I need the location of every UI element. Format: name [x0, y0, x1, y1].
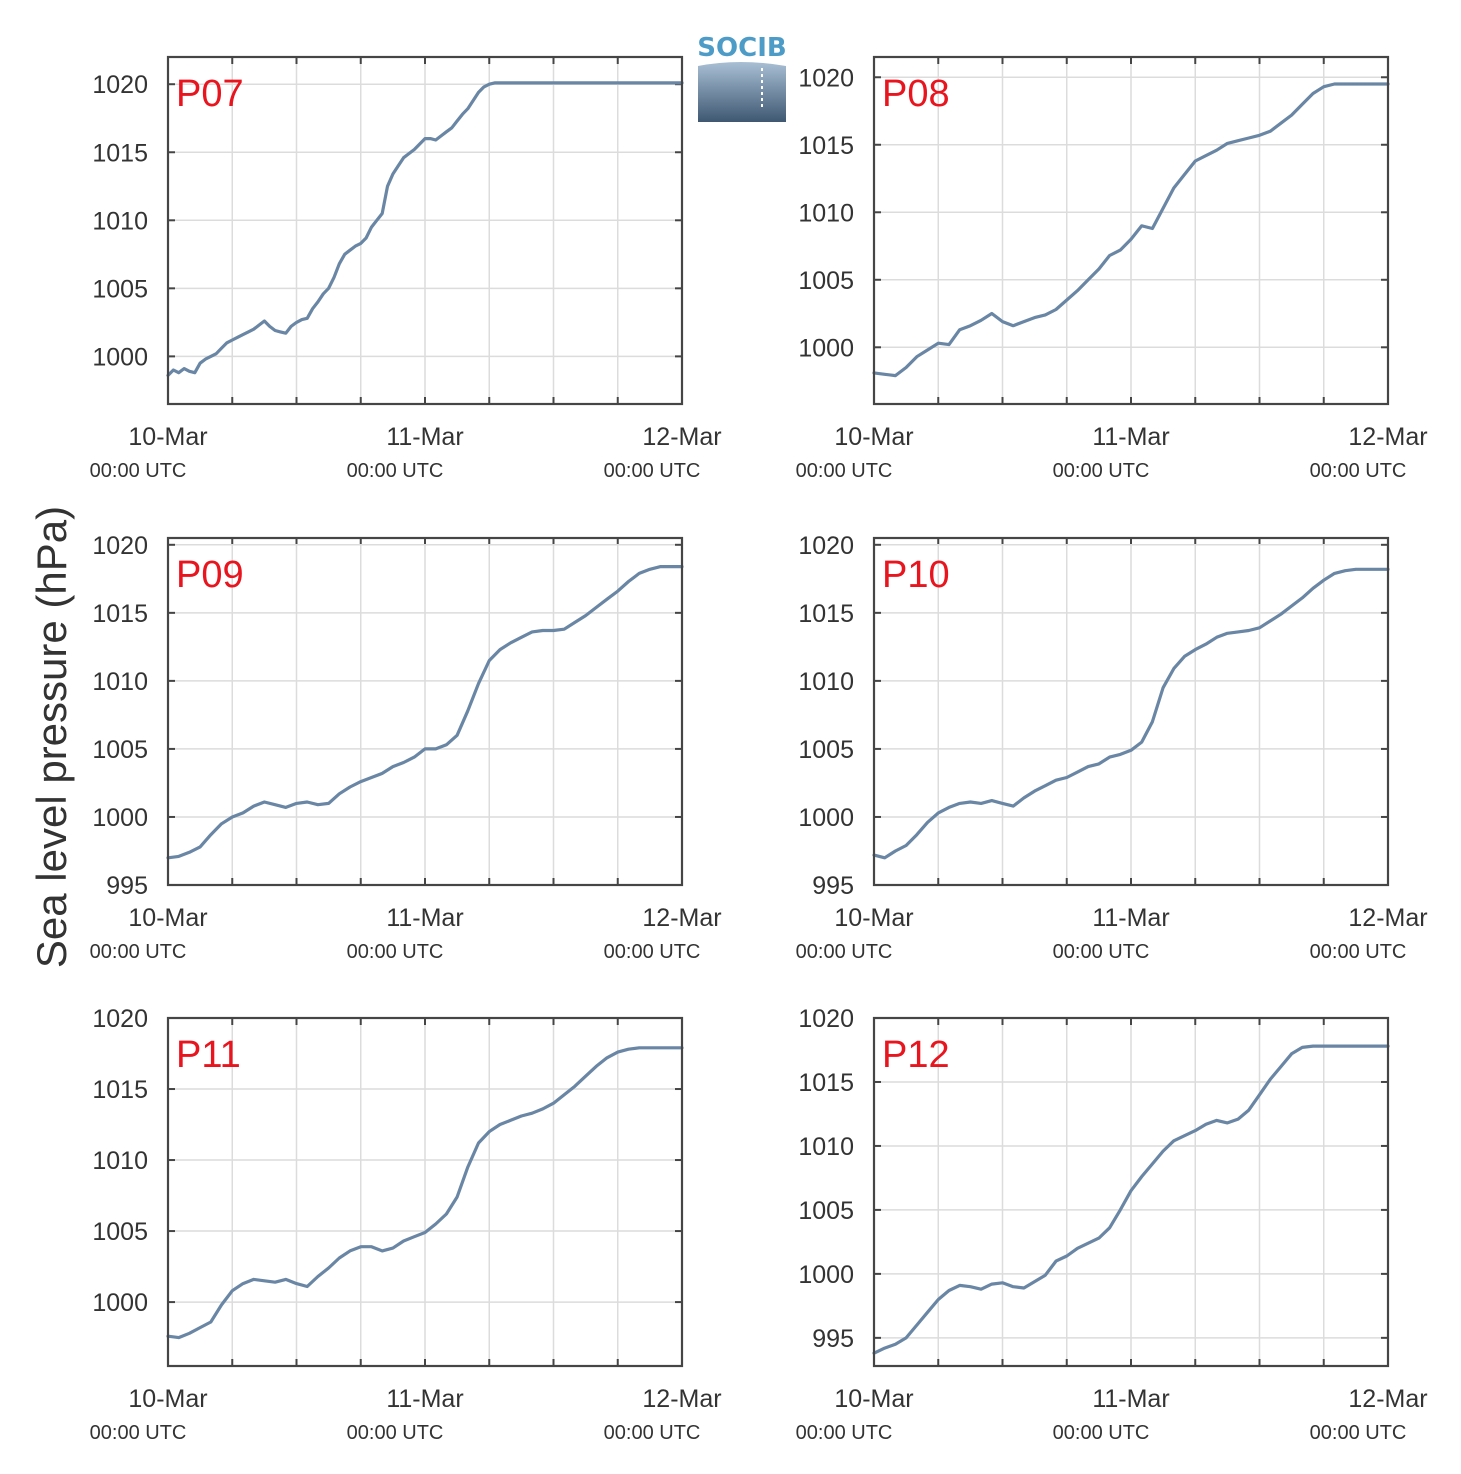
- chart-panel-p08: 1000 1005 1010 1015 1020 10-Mar 00:00 UTC 11-Ma…: [796, 55, 1428, 482]
- x-tick-label-date: 10-Mar: [834, 423, 913, 451]
- y-tick-label: 1000: [798, 1261, 854, 1289]
- x-tick-label-time: 00:00 UTC: [347, 1422, 444, 1444]
- series-line: [872, 1044, 1390, 1355]
- y-tick-label: 1010: [798, 1133, 854, 1161]
- y-tick-label: 1000: [92, 1289, 148, 1317]
- x-tick-label-date: 10-Mar: [834, 904, 913, 932]
- socib-logo: SOCIB: [697, 33, 787, 122]
- chart-panel-p11: 1000 1005 1010 1015 1020 10-Mar 00:00 UTC 11-Ma…: [90, 1005, 722, 1444]
- x-tick-label-date: 11-Mar: [386, 423, 463, 451]
- y-tick-label: 995: [812, 1325, 854, 1353]
- series-line: [872, 567, 1390, 860]
- y-tick-label: 1020: [92, 1005, 148, 1033]
- x-tick-label-time: 00:00 UTC: [90, 460, 187, 482]
- logo-text: SOCIB: [697, 33, 786, 63]
- x-tick-label-time: 00:00 UTC: [347, 941, 444, 963]
- y-tick-label: 1015: [92, 600, 148, 628]
- x-tick-label-time: 00:00 UTC: [604, 460, 701, 482]
- series-line: [872, 82, 1390, 378]
- y-tick-label: 1005: [92, 275, 148, 303]
- plot-frame: [166, 536, 684, 887]
- y-tick-label: 1010: [92, 668, 148, 696]
- panel-label: P11: [176, 1034, 241, 1076]
- plot-frame: [166, 55, 684, 406]
- x-tick-label-time: 00:00 UTC: [1053, 460, 1150, 482]
- y-tick-label: 1000: [92, 343, 148, 371]
- x-tick-label-date: 11-Mar: [386, 904, 463, 932]
- x-tick-label-date: 12-Mar: [642, 423, 721, 451]
- y-tick-label: 1020: [798, 1005, 854, 1033]
- y-tick-label: 1015: [92, 1076, 148, 1104]
- x-tick-label-time: 00:00 UTC: [796, 460, 893, 482]
- chart-panel-p12: 995 1000 1005 1010 1015 1020 10-Mar 00:00 UTC 11…: [796, 1005, 1428, 1444]
- x-tick-label-time: 00:00 UTC: [1310, 1422, 1407, 1444]
- y-tick-label: 995: [812, 872, 854, 900]
- y-tick-label: 1000: [92, 804, 148, 832]
- y-tick-label: 1005: [798, 736, 854, 764]
- y-tick-label: 1000: [798, 334, 854, 362]
- y-tick-label: 1010: [798, 199, 854, 227]
- chart-panel-p07: 1000 1005 1010 1015 1020 10-Mar 00:00 UTC 11-Ma…: [90, 55, 722, 482]
- series-line: [166, 81, 684, 377]
- x-tick-label-time: 00:00 UTC: [604, 1422, 701, 1444]
- panel-label: P10: [882, 554, 950, 596]
- plot-frame: [872, 55, 1390, 406]
- x-tick-label-date: 10-Mar: [128, 1385, 207, 1413]
- x-tick-label-time: 00:00 UTC: [796, 941, 893, 963]
- y-tick-label: 1005: [92, 1218, 148, 1246]
- x-tick-label-date: 12-Mar: [1348, 423, 1427, 451]
- y-tick-label: 1020: [798, 64, 854, 92]
- y-tick-label: 995: [106, 872, 148, 900]
- y-tick-label: 1020: [92, 71, 148, 99]
- x-tick-label-time: 00:00 UTC: [796, 1422, 893, 1444]
- x-tick-label-date: 12-Mar: [642, 904, 721, 932]
- chart-panel-p09: 995 1000 1005 1010 1015 1020 10-Mar 00:00 UTC 11…: [90, 532, 722, 963]
- panel-label: P07: [176, 73, 244, 115]
- x-tick-label-time: 00:00 UTC: [1053, 941, 1150, 963]
- y-tick-label: 1020: [798, 532, 854, 560]
- x-tick-label-date: 12-Mar: [1348, 904, 1427, 932]
- x-tick-label-date: 10-Mar: [128, 423, 207, 451]
- x-tick-label-time: 00:00 UTC: [90, 941, 187, 963]
- x-tick-label-time: 00:00 UTC: [1053, 1422, 1150, 1444]
- y-tick-label: 1015: [92, 139, 148, 167]
- y-tick-label: 1010: [798, 668, 854, 696]
- x-tick-label-date: 11-Mar: [386, 1385, 463, 1413]
- plot-frame: [166, 1016, 684, 1368]
- x-tick-label-time: 00:00 UTC: [90, 1422, 187, 1444]
- y-tick-label: 1015: [798, 132, 854, 160]
- x-tick-label-date: 11-Mar: [1092, 1385, 1169, 1413]
- series-line: [166, 564, 684, 860]
- y-tick-label: 1010: [92, 1147, 148, 1175]
- y-tick-label: 1005: [798, 267, 854, 295]
- panel-label: P08: [882, 73, 950, 115]
- y-axis-title: Sea level pressure (hPa): [28, 506, 75, 968]
- panels-grid: 1000 1005 1010 1015 1020 10-Mar 00:00 UTC 11-Ma…: [90, 55, 1428, 1444]
- x-tick-label-date: 11-Mar: [1092, 904, 1169, 932]
- chart-panel-p10: 995 1000 1005 1010 1015 1020 10-Mar 00:00 UTC 11…: [796, 532, 1428, 963]
- logo-wave-shape: [698, 62, 786, 122]
- x-tick-label-time: 00:00 UTC: [347, 460, 444, 482]
- x-tick-label-date: 10-Mar: [834, 1385, 913, 1413]
- x-tick-label-time: 00:00 UTC: [1310, 460, 1407, 482]
- y-tick-label: 1005: [92, 736, 148, 764]
- series-line: [166, 1046, 684, 1340]
- x-tick-label-time: 00:00 UTC: [1310, 941, 1407, 963]
- y-tick-label: 1020: [92, 532, 148, 560]
- y-tick-label: 1000: [798, 804, 854, 832]
- y-tick-label: 1015: [798, 1069, 854, 1097]
- x-tick-label-date: 12-Mar: [642, 1385, 721, 1413]
- x-tick-label-date: 10-Mar: [128, 904, 207, 932]
- panel-label: P12: [882, 1034, 950, 1076]
- panel-label: P09: [176, 554, 244, 596]
- plot-frame: [872, 536, 1390, 887]
- x-tick-label-date: 12-Mar: [1348, 1385, 1427, 1413]
- y-tick-label: 1005: [798, 1197, 854, 1225]
- x-tick-label-date: 11-Mar: [1092, 423, 1169, 451]
- plot-frame: [872, 1016, 1390, 1368]
- y-tick-label: 1010: [92, 207, 148, 235]
- y-tick-label: 1015: [798, 600, 854, 628]
- x-tick-label-time: 00:00 UTC: [604, 941, 701, 963]
